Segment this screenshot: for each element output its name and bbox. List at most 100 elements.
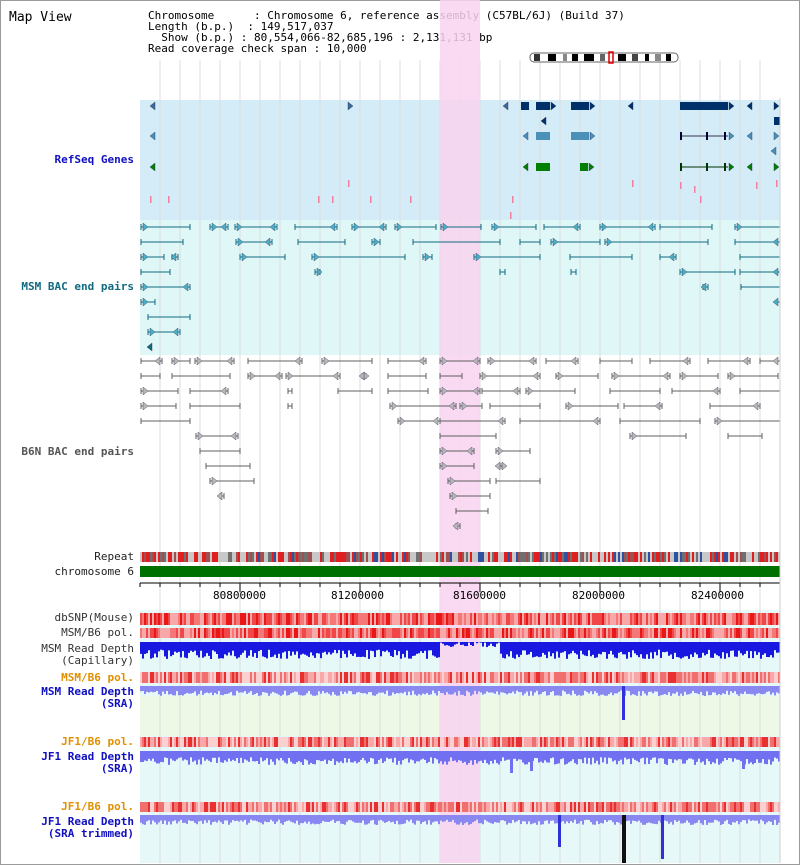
jf1-depth-sra xyxy=(516,751,518,761)
msm-pol2-heat xyxy=(354,672,356,683)
jf1-depth-sra xyxy=(628,751,630,759)
b6n-bac-pair-arrow xyxy=(249,371,256,381)
repeat-block xyxy=(224,552,226,562)
track-label-msm-bac[interactable]: MSM BAC end pairs xyxy=(21,280,134,293)
jf1-pol2-heat xyxy=(210,802,212,812)
dbsnp-heat xyxy=(242,613,244,625)
msm-pol2-heat xyxy=(346,672,348,683)
track-label-jf1-depth-sra: JF1 Read Depth (SRA) xyxy=(41,750,134,775)
repeat-block xyxy=(432,552,434,562)
jf1-pol2-heat xyxy=(640,802,642,812)
repeat-block xyxy=(740,552,742,562)
msm-pol-heat xyxy=(286,628,288,638)
msm-depth-capillary xyxy=(448,642,450,646)
jf1-pol2-heat xyxy=(402,802,404,812)
jf1-pol2-heat xyxy=(496,802,498,812)
jf1-pol-heat xyxy=(754,737,756,747)
dbsnp-heat xyxy=(680,613,682,625)
msm-pol-heat xyxy=(226,628,228,638)
dbsnp-heat xyxy=(354,613,356,625)
repeat-block xyxy=(564,552,566,562)
dbsnp-heat xyxy=(146,613,148,625)
msm-pol2-heat xyxy=(502,672,504,683)
msm-pol2-heat xyxy=(472,672,474,683)
repeat-block xyxy=(654,552,656,562)
repeat-block xyxy=(560,552,562,562)
jf1-pol-heat xyxy=(492,737,494,747)
jf1-pol-heat xyxy=(762,737,764,747)
msm-pol2-heat xyxy=(508,672,510,683)
msm-bac-pair-arrow xyxy=(772,237,779,247)
jf1-depth-trimmed xyxy=(332,815,334,820)
b6n-bac-pair-arrow xyxy=(654,401,661,411)
msm-pol-heat xyxy=(192,628,194,638)
jf1-depth-sra xyxy=(574,751,576,764)
repeat-block xyxy=(546,552,548,562)
dbsnp-heat xyxy=(364,613,366,625)
dbsnp-heat xyxy=(448,613,450,625)
dbsnp-heat xyxy=(246,613,248,625)
track-label-refseq[interactable]: RefSeq Genes xyxy=(54,153,134,166)
jf1-pol-heat xyxy=(756,737,758,747)
b6n-bac-pair-arrow xyxy=(220,386,227,396)
jf1-pol-heat xyxy=(294,737,296,747)
msm-depth-capillary xyxy=(614,642,616,658)
jf1-pol2-heat xyxy=(168,802,170,812)
jf1-pol2-heat xyxy=(282,802,284,812)
msm-depth-capillary xyxy=(250,642,252,651)
msm-pol-heat xyxy=(462,628,464,638)
msm-pol2-heat xyxy=(202,672,204,683)
dbsnp-heat xyxy=(606,613,608,625)
jf1-depth-sra xyxy=(642,751,644,758)
msm-depth-sra xyxy=(214,686,216,693)
msm-depth-sra xyxy=(306,686,308,694)
dbsnp-heat xyxy=(772,613,774,625)
jf1-depth-sra xyxy=(736,751,738,760)
msm-depth-capillary xyxy=(422,642,424,653)
msm-pol2-heat xyxy=(370,672,372,683)
jf1-pol2-heat xyxy=(264,802,266,812)
msm-pol-heat xyxy=(484,628,486,638)
repeat-block xyxy=(532,552,534,562)
msm-pol2-heat xyxy=(596,672,598,683)
msm-pol-heat xyxy=(540,628,542,638)
jf1-depth-trimmed xyxy=(648,815,650,823)
dbsnp-heat xyxy=(436,613,438,625)
jf1-pol2-heat xyxy=(304,802,306,812)
jf1-pol-heat xyxy=(538,737,540,747)
dbsnp-heat xyxy=(598,613,600,625)
dbsnp-heat xyxy=(486,613,488,625)
msm-depth-capillary xyxy=(716,642,718,656)
dbsnp-heat xyxy=(226,613,228,625)
msm-depth-capillary xyxy=(486,642,488,648)
msm-depth-capillary xyxy=(156,642,158,658)
repeat-block xyxy=(366,552,368,562)
jf1-depth-sra xyxy=(762,751,764,760)
msm-depth-sra xyxy=(256,686,258,694)
jf1-depth-trimmed xyxy=(664,815,666,821)
msm-pol2-heat xyxy=(396,672,398,683)
msm-pol-heat xyxy=(596,628,598,638)
repeat-block xyxy=(594,552,596,562)
repeat-block xyxy=(258,552,260,562)
jf1-depth-trimmed xyxy=(302,815,304,824)
jf1-depth-sra xyxy=(556,751,558,764)
jf1-depth-sra xyxy=(270,751,272,760)
msm-pol2-heat xyxy=(556,672,558,683)
dbsnp-heat xyxy=(418,613,420,625)
dbsnp-heat xyxy=(322,613,324,625)
msm-pol2-heat xyxy=(632,672,634,683)
jf1-depth-trimmed xyxy=(370,815,372,821)
dbsnp-heat xyxy=(470,613,472,625)
msm-pol-heat xyxy=(200,628,202,638)
jf1-pol-heat xyxy=(310,737,312,747)
jf1-depth-sra xyxy=(170,751,172,759)
jf1-depth-trimmed xyxy=(712,815,714,823)
msm-depth-capillary xyxy=(512,642,514,658)
msm-depth-capillary xyxy=(594,642,596,658)
dbsnp-heat xyxy=(756,613,758,625)
msm-depth-sra xyxy=(636,686,638,696)
msm-pol2-heat xyxy=(296,672,298,683)
track-label-b6n-bac[interactable]: B6N BAC end pairs xyxy=(21,445,134,458)
